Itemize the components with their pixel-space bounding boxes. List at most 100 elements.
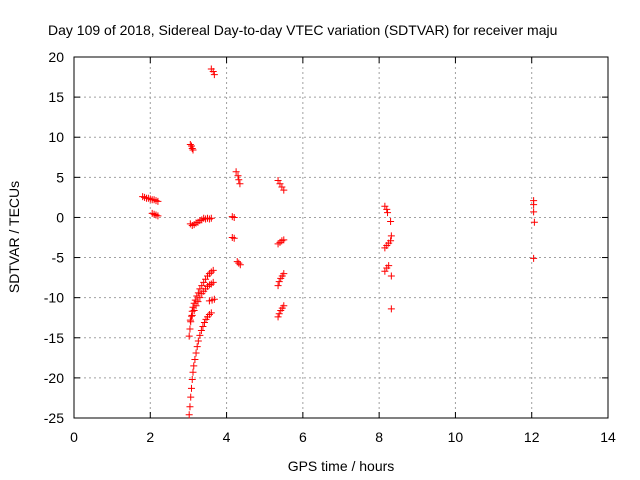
y-tick-label: -25 [44,410,64,426]
data-point [188,311,196,319]
data-point [186,140,194,148]
data-point [209,278,217,286]
y-tick-label: -5 [52,250,65,266]
data-point [192,302,200,310]
data-point [189,303,197,311]
data-points [139,65,538,419]
data-point [274,282,282,290]
x-tick-label: 6 [299,429,307,445]
data-point [187,393,195,401]
data-point [187,384,195,392]
chart-title: Day 109 of 2018, Sidereal Day-to-day VTE… [48,22,557,38]
data-point [150,196,158,204]
data-point [154,197,162,205]
data-point [189,368,197,376]
data-point [209,67,217,75]
data-point [200,319,208,327]
data-point [276,180,284,188]
data-point [196,294,204,302]
data-point [274,177,282,185]
data-point [197,327,205,335]
data-point [235,259,243,267]
data-point [190,362,198,370]
y-tick-label: 0 [56,209,64,225]
data-point [202,275,210,283]
data-point [381,267,389,275]
y-tick-label: 10 [48,129,64,145]
data-point [228,213,236,221]
data-point [194,337,202,345]
data-point [383,205,391,213]
data-point [235,176,243,184]
data-point [193,292,201,300]
data-point [193,343,201,351]
data-point [530,254,538,262]
data-point [189,146,197,154]
data-point [207,214,215,222]
data-point [146,195,154,203]
data-point [141,193,149,201]
data-point [188,144,196,152]
data-point [186,316,194,324]
data-point [196,331,204,339]
x-axis-label: GPS time / hours [288,458,395,474]
x-tick-label: 8 [375,429,383,445]
data-point [191,355,199,363]
data-point [278,183,286,191]
data-point [385,262,393,270]
y-tick-label: 20 [48,49,64,65]
data-point [230,213,238,221]
x-tick-label: 12 [524,429,540,445]
data-point [280,270,288,278]
data-point [194,289,202,297]
data-point [230,234,238,242]
x-tick-label: 0 [70,429,78,445]
data-point [274,240,282,248]
data-point [233,258,241,266]
data-point [152,197,160,205]
data-point [280,186,288,194]
data-point [387,272,395,280]
data-point [210,71,218,79]
data-point [144,194,152,202]
data-point [192,349,200,357]
data-point [188,375,196,383]
data-point [190,307,198,315]
data-point [185,332,193,340]
x-tick-label: 4 [223,429,231,445]
data-point [186,220,194,228]
data-point [387,232,395,240]
y-tick-labels: -25 -20 -15 -10 -5 0 5 10 15 20 [44,49,64,426]
data-point [232,168,240,176]
data-point [209,266,217,274]
x-tick-label: 10 [448,429,464,445]
data-point [228,234,236,241]
data-point [154,212,162,220]
data-point [194,298,202,306]
data-point [530,201,538,209]
data-point [384,209,392,217]
data-point [236,261,244,269]
data-point [236,180,244,188]
grid-lines [74,57,608,418]
x-tick-label: 14 [600,429,616,445]
data-point [280,236,288,244]
data-point [139,193,147,201]
data-point [210,295,218,303]
data-point [275,310,283,318]
data-point [381,202,389,210]
data-point [234,172,242,180]
data-point [207,268,215,276]
y-tick-label: 15 [48,89,64,105]
data-point [387,217,395,225]
y-tick-label: -20 [44,370,64,386]
data-point [186,403,194,411]
data-point [152,211,160,219]
data-point [187,312,195,320]
data-point [275,278,283,286]
data-point [280,302,288,310]
axis-ticks [73,56,609,419]
data-point [199,323,207,331]
data-point [150,210,158,218]
